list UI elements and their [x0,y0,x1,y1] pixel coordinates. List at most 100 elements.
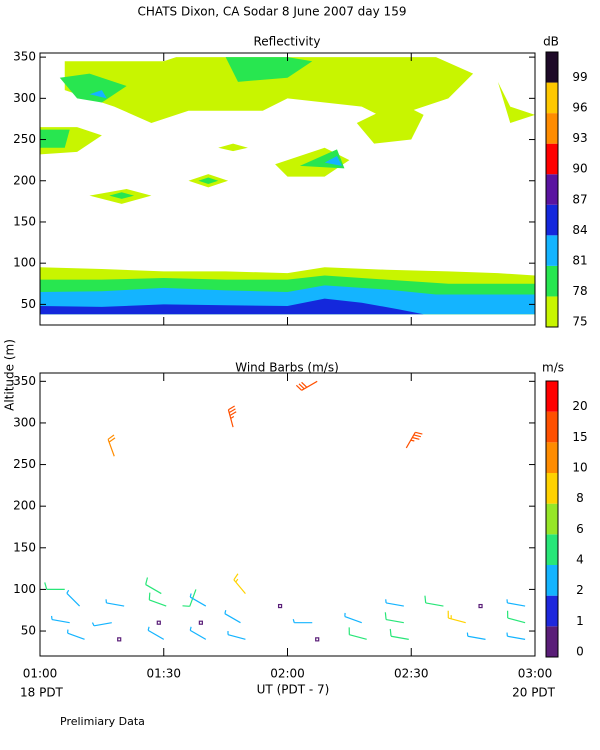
wind-barb [50,615,70,624]
barb-staff [349,634,367,640]
x-tick-label: 02:00 [270,667,305,681]
x-tick-label: 01:00 [23,667,58,681]
calm-marker [117,637,122,642]
colorbar-band [546,82,558,114]
wind-barb [385,599,404,607]
barb-feather [228,405,235,411]
y-axis-label: Altitude (m) [3,339,17,411]
wind-barb [292,619,313,624]
colorbar-band [546,411,558,443]
barb-feather [230,416,235,419]
barb-staff [189,589,197,607]
contour-region [225,57,313,82]
barb-feather [389,628,392,637]
colorbar-band [546,174,558,205]
contour-region [109,192,135,199]
colorbar-band [546,52,558,83]
colorbar-tick-label: 10 [572,461,587,475]
colorbar-tick-label: 6 [576,522,584,536]
barb-feather [298,383,305,390]
y-tick-label: 50 [21,624,36,638]
wind-barb [315,637,320,642]
wind-barb [478,603,483,609]
barb-feather [148,592,151,600]
colorbar-tick-label: 4 [576,553,584,567]
wind-barb [105,599,125,607]
colorbar-tick-label: 90 [572,162,587,176]
wind-barb [466,632,486,640]
wind-barb [384,612,404,624]
wind-barb [424,595,444,607]
barb-staff [51,618,70,624]
barb-feather [108,437,116,443]
calm-marker [315,637,320,642]
colorbar-band [546,565,558,596]
wind-barb [198,620,203,625]
colorbar-tick-label: 15 [572,430,587,444]
wind-barb [148,592,167,607]
y-tick-label: 100 [13,256,36,270]
wind-barb [405,431,423,449]
colorbar-label: dB [543,35,559,49]
wind-barb [506,599,526,607]
contour-region [356,102,424,144]
contour-region [64,57,474,124]
wind-barb [389,628,409,640]
barb-staff [145,584,162,595]
y-tick-label: 150 [13,540,36,554]
colorbar-tick-label: 81 [572,253,587,267]
wind-barb [277,603,283,609]
colorbar-band [546,534,558,565]
wind-barb [147,626,165,640]
wind-barb [44,582,65,591]
panel-title: Wind Barbs (m/s) [235,361,339,375]
colorbar-band [546,296,558,327]
wind-barb [224,610,241,624]
colorbar-tick-label: 96 [572,101,587,115]
colorbar-tick-label: 20 [572,399,587,413]
wind-barb [156,620,161,625]
chart-title: CHATS Dixon, CA Sodar 8 June 2007 day 15… [138,5,407,19]
barb-feather [107,434,115,440]
wind-barb [66,589,81,607]
contour-region [40,298,424,315]
barb-feather [413,434,422,438]
colorbar-tick-label: 1 [576,614,584,628]
wind-barb [189,626,207,640]
y-tick-label: 300 [13,415,36,429]
barb-staff [149,599,167,607]
contour-region [198,177,219,185]
plot-frame [39,372,536,657]
barb-feather [292,619,295,623]
barb-staff [507,635,526,640]
x-start-label: 18 PDT [20,686,64,700]
x-tick-label: 02:30 [394,667,429,681]
barb-staff [227,634,246,640]
barb-feather [384,612,387,620]
wind-barb [227,405,237,428]
y-tick-label: 350 [13,50,36,64]
y-tick-label: 50 [21,297,36,311]
barb-staff [385,618,404,624]
barb-feather [91,622,95,627]
barb-feather [66,589,70,594]
colorbar-band [546,265,558,297]
wind-barb [145,577,162,595]
barb-feather [424,595,427,603]
y-tick-label: 250 [13,132,36,146]
colorbar-band [546,503,558,535]
y-tick-label: 300 [13,91,36,105]
barb-staff [467,635,486,640]
y-tick-label: 200 [13,173,36,187]
y-tick-label: 200 [13,499,36,513]
wind-barb [67,629,85,640]
barb-feather [189,593,192,598]
x-tick-label: 03:00 [518,667,553,681]
colorbar-band [546,473,558,504]
contour-region [324,156,342,166]
colorbar-tick-label: 75 [572,315,587,329]
barb-feather [301,381,308,388]
barb-feather [189,626,192,631]
wind-barb [344,612,362,624]
calm-marker [156,620,161,625]
